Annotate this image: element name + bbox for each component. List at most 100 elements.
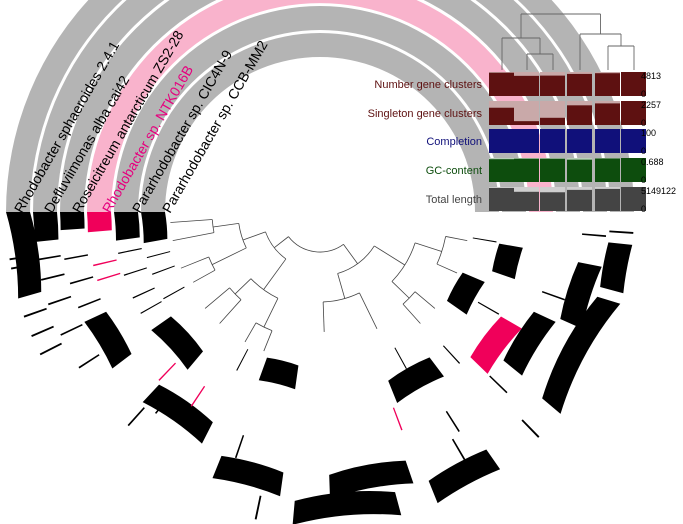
gene-cluster-line: [445, 410, 460, 433]
tree-arc: [337, 245, 375, 274]
layer-bar: [621, 101, 646, 125]
layer-row: Singleton gene clusters 2257 0: [368, 100, 661, 128]
ring-background: [141, 33, 499, 212]
gene-cluster-line: [477, 301, 500, 315]
layer-bar: [595, 188, 620, 211]
gene-cluster-line: [158, 362, 177, 381]
tree-branch: [359, 292, 378, 330]
gene-cluster-line: [392, 407, 403, 431]
layer-row: Completion 100 0: [426, 128, 656, 156]
layer-bar: [540, 117, 565, 125]
gene-cluster-segment: [292, 491, 402, 524]
gene-cluster-line: [40, 273, 65, 281]
tree-arc: [402, 291, 416, 305]
layer-bar: [489, 187, 514, 211]
gene-cluster-segment: [142, 384, 213, 444]
gene-cluster-line: [254, 495, 262, 520]
tree-branch: [374, 245, 406, 266]
tree-arc: [323, 292, 360, 303]
tree-branch: [436, 263, 458, 274]
genome-order-dendrogram: [501, 13, 635, 70]
tree-branch: [263, 258, 287, 290]
gene-cluster-line: [47, 295, 72, 306]
layer-label: Number gene clusters: [374, 79, 482, 91]
layer-bar: [567, 159, 592, 182]
gene-cluster-line: [123, 267, 147, 276]
tree-arc: [436, 236, 447, 265]
gene-cluster-line: [140, 301, 162, 314]
gene-cluster-segment: [151, 316, 204, 370]
gene-cluster-segment: [33, 212, 59, 242]
layer-max-value: 2257: [641, 100, 661, 110]
gene-cluster-line: [127, 407, 145, 427]
gene-cluster-line: [394, 347, 407, 370]
tree-branch: [180, 256, 209, 269]
layer-min-value: 0: [641, 146, 646, 156]
layer-label: Completion: [426, 136, 482, 148]
tree-branch: [414, 291, 436, 309]
gene-cluster-segment: [329, 460, 414, 499]
layer-max-value: 4813: [641, 71, 661, 81]
layer-bar: [567, 105, 592, 125]
gene-cluster-line: [154, 394, 172, 414]
gene-cluster-line: [442, 345, 461, 364]
tree-branch: [172, 232, 215, 242]
gene-cluster-line: [78, 354, 100, 369]
gene-cluster-segment: [470, 316, 522, 374]
layer-bar: [514, 129, 539, 153]
gene-cluster-line: [77, 298, 101, 309]
tree-arc: [391, 242, 416, 282]
layer-max-value: 0.688: [641, 157, 664, 167]
gene-cluster-segment: [560, 262, 602, 329]
gene-cluster-line: [541, 290, 566, 301]
layer-bar: [489, 72, 514, 96]
genome-ring: [33, 0, 607, 499]
layer-bar: [540, 158, 565, 182]
gene-cluster-segment: [492, 243, 523, 280]
layer-label: Total length: [426, 194, 482, 206]
tree-branch: [445, 236, 468, 242]
gene-cluster-line: [190, 385, 206, 407]
layer-bar: [514, 121, 539, 125]
tree-branch: [414, 242, 442, 252]
gene-cluster-line: [451, 438, 466, 461]
gene-cluster-line: [132, 287, 155, 299]
gene-cluster-line: [152, 265, 175, 275]
tree-arc: [288, 236, 344, 253]
gene-cluster-segment: [60, 212, 85, 231]
gene-cluster-line: [521, 419, 540, 438]
layer-bar: [621, 187, 646, 211]
tree-branch: [322, 301, 325, 332]
layer-min-value: 0: [641, 89, 646, 99]
layer-max-value: 100: [641, 128, 656, 138]
tree-branch: [211, 247, 247, 265]
gene-cluster-line: [93, 259, 117, 267]
tree-branch: [242, 231, 266, 241]
gene-cluster-line: [236, 348, 249, 371]
gene-cluster-line: [36, 254, 61, 261]
layer-bar: [489, 159, 514, 182]
layer-bar: [489, 129, 514, 153]
layer-min-value: 0: [641, 175, 646, 185]
layer-bar: [567, 73, 592, 96]
gene-cluster-dendrogram: [170, 219, 468, 352]
gene-cluster-line: [39, 342, 62, 356]
gene-cluster-line: [163, 286, 185, 300]
tree-branch: [204, 287, 230, 309]
tree-arc: [208, 256, 216, 271]
gene-cluster-line: [472, 237, 497, 243]
gene-cluster-line: [9, 254, 34, 261]
gene-cluster-line: [60, 323, 83, 336]
layer-max-value: 5149122: [641, 186, 676, 196]
layer-bar: [621, 158, 646, 182]
gene-cluster-line: [10, 263, 35, 270]
tree-branch: [234, 278, 252, 295]
tree-branch: [192, 269, 216, 283]
layer-bar: [595, 73, 620, 96]
tree-branch: [263, 298, 279, 328]
layer-min-value: 0: [641, 204, 646, 214]
genome-ring: [141, 33, 499, 390]
gene-cluster-segment: [542, 296, 621, 414]
layer-bar: [621, 72, 646, 96]
tree-arc: [238, 223, 247, 249]
